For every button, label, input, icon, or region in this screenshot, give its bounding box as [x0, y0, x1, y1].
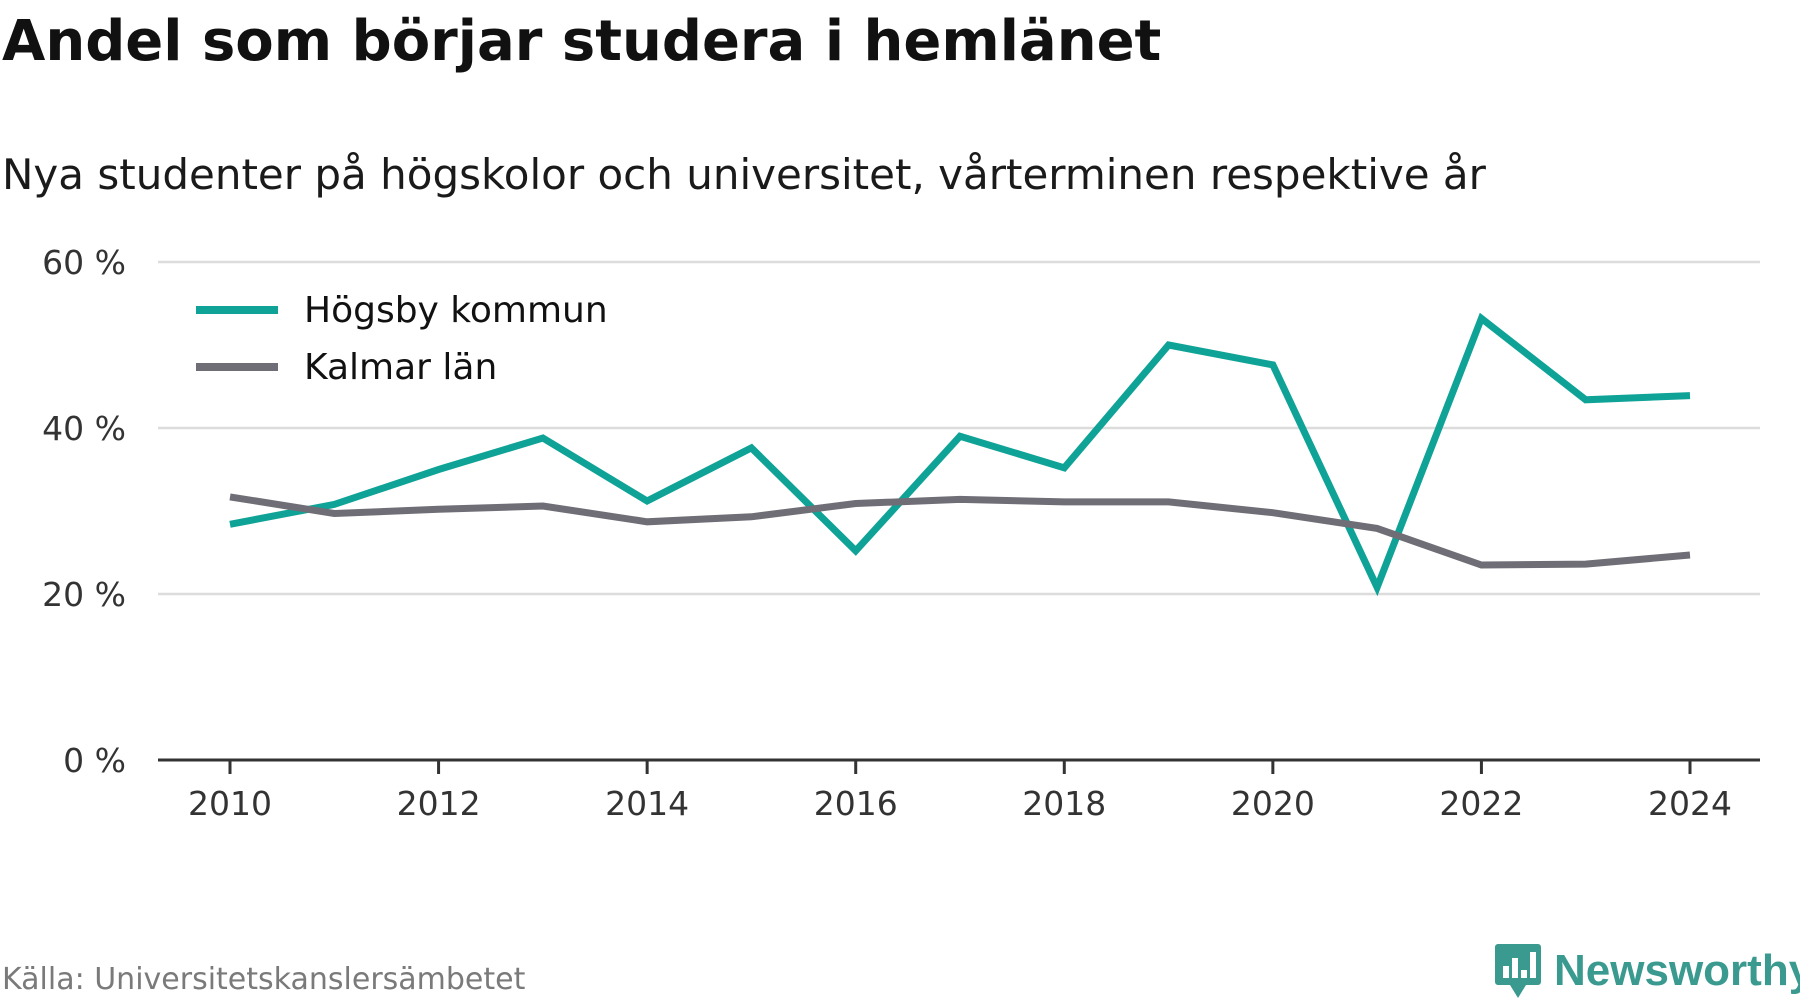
y-tick-label: 20 % — [42, 575, 126, 614]
series-line-0 — [229, 312, 1691, 597]
x-tick-label: 2024 — [1648, 784, 1732, 823]
x-axis — [158, 758, 1760, 774]
y-tick-labels: 0 % 20 % 40 % 60 % — [42, 243, 126, 780]
brand-logo: Newsworthy — [1494, 942, 1800, 1000]
chart-subtitle: Nya studenter på högskolor och universit… — [2, 150, 1486, 199]
y-tick-label: 40 % — [42, 409, 126, 448]
series-lines — [229, 312, 1691, 597]
x-tick-label: 2010 — [188, 784, 272, 823]
x-tick-labels: 2010 2012 2014 2016 2018 2020 2022 2024 — [188, 784, 1732, 823]
legend-label: Kalmar län — [304, 347, 497, 388]
x-tick-label: 2020 — [1231, 784, 1315, 823]
y-tick-label: 60 % — [42, 243, 126, 282]
x-tick-label: 2014 — [605, 784, 689, 823]
chart-title: Andel som börjar studera i hemlänet — [2, 9, 1162, 74]
line-chart: 0 % 20 % 40 % 60 % 2010 2012 2014 2016 2018 2020… — [42, 243, 1760, 823]
x-tick-label: 2012 — [397, 784, 481, 823]
brand-name: Newsworthy — [1554, 946, 1800, 995]
y-tick-label: 0 % — [63, 741, 126, 780]
newsworthy-logo-icon — [1495, 944, 1541, 998]
legend-label: Högsby kommun — [304, 290, 608, 331]
x-tick-label: 2018 — [1022, 784, 1106, 823]
series-line-1 — [229, 493, 1691, 569]
x-tick-label: 2022 — [1439, 784, 1523, 823]
legend: Högsby kommun Kalmar län — [196, 290, 608, 388]
grid-lines — [158, 260, 1760, 596]
x-tick-label: 2016 — [814, 784, 898, 823]
source-note: Källa: Universitetskanslersämbetet — [2, 962, 526, 997]
